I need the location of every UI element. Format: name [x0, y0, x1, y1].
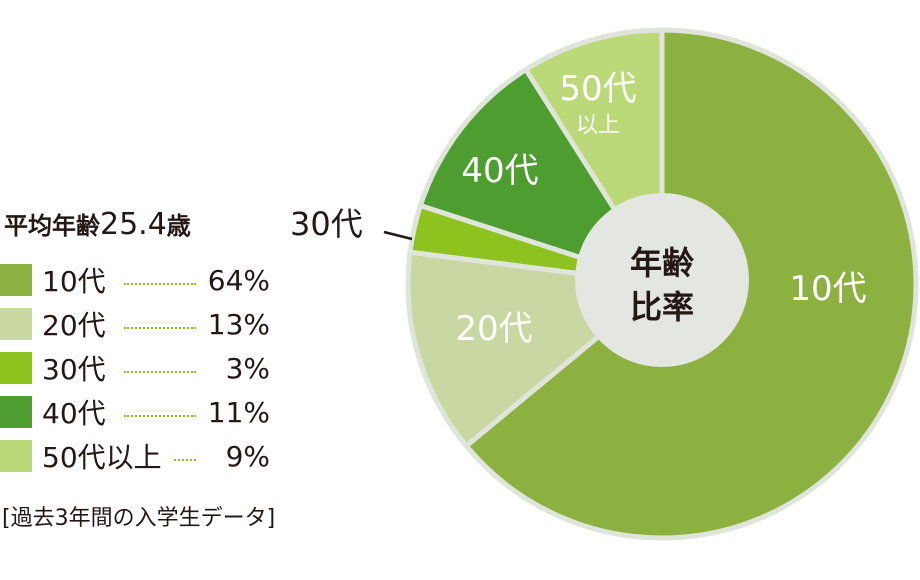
leader-line-30s	[383, 230, 413, 241]
legend-item: 50代以上 9%	[0, 434, 270, 478]
legend-leader-dots	[174, 459, 196, 461]
legend-swatch	[0, 440, 32, 472]
legend-swatch	[0, 264, 32, 296]
legend-label: 30代	[42, 353, 106, 386]
center-label: 年齢	[630, 244, 694, 282]
center-label: 比率	[630, 288, 694, 326]
legend-leader-dots	[124, 371, 196, 373]
slice-label-5: 50代	[559, 69, 636, 109]
legend-swatch	[0, 352, 32, 384]
legend-leader-dots	[124, 327, 196, 329]
legend-item: 40代 11%	[0, 390, 270, 434]
legend-swatch	[0, 396, 32, 428]
legend-label: 40代	[42, 397, 106, 430]
slice-label-2: 20代	[455, 309, 532, 349]
average-age-unit: 歳	[166, 212, 191, 240]
slice-label-4: 40代	[461, 151, 538, 191]
legend-item: 30代 3%	[0, 346, 270, 390]
legend-label: 50代以上	[42, 441, 162, 474]
legend-value: 3%	[225, 351, 270, 385]
slice-label-5: 以上	[576, 113, 620, 138]
average-age: 平均年齢25.4歳	[4, 206, 191, 242]
legend-value: 13%	[207, 307, 270, 341]
legend-label: 20代	[42, 309, 106, 342]
legend-leader-dots	[124, 283, 196, 285]
legend-value: 9%	[225, 439, 270, 473]
average-age-value: 25.4	[100, 207, 167, 242]
legend-item: 20代 13%	[0, 302, 270, 346]
slice-label-30s-outside: 30代	[290, 205, 363, 243]
donut-center	[575, 193, 749, 367]
data-source-note: [過去3年間の入学生データ]	[2, 506, 276, 531]
legend-leader-dots	[124, 415, 196, 417]
legend-swatch	[0, 308, 32, 340]
legend-label: 10代	[42, 265, 106, 298]
slice-label-1: 10代	[789, 269, 866, 309]
legend-value: 64%	[207, 263, 270, 297]
average-age-prefix: 平均年齢	[4, 212, 100, 240]
legend: 10代 64% 20代 13% 30代 3% 40代 11% 50代以上 9%	[0, 258, 270, 478]
legend-item: 10代 64%	[0, 258, 270, 302]
legend-value: 11%	[207, 395, 270, 429]
